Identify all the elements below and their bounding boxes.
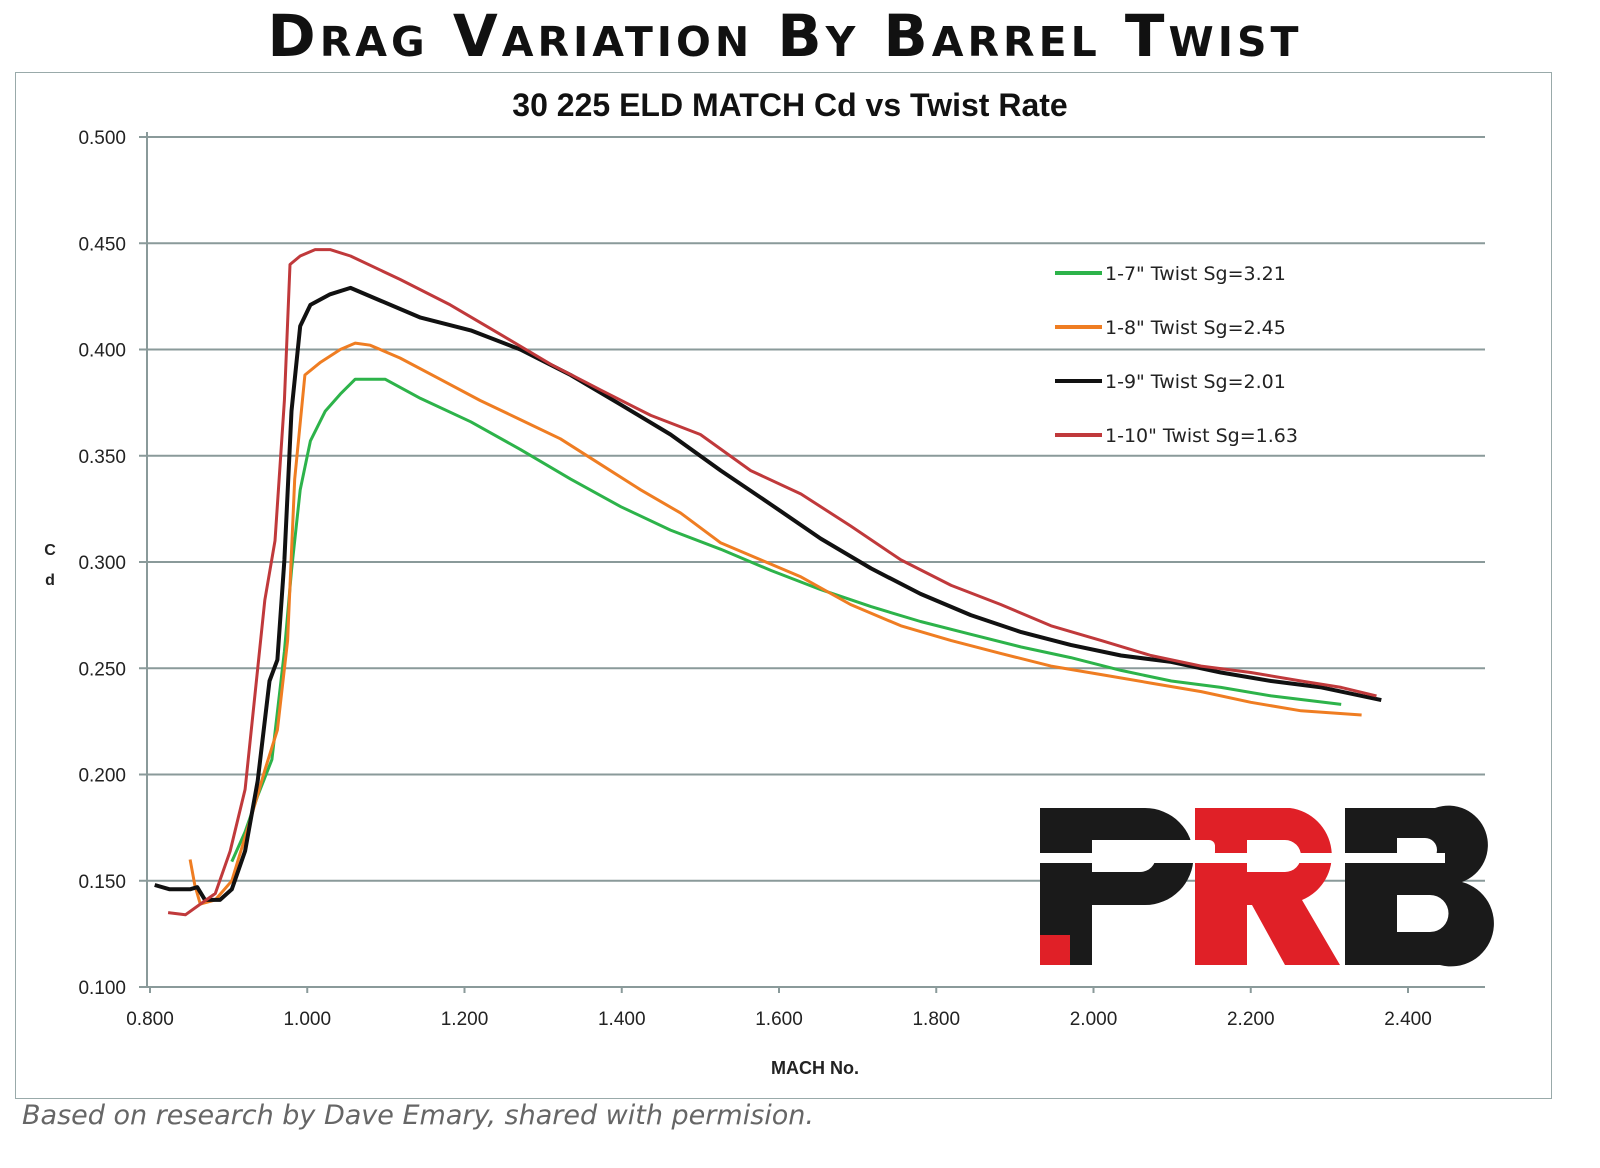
x-tick-label: 1.800 [912,1009,960,1030]
page-title: Drag Variation By Barrel Twist [267,2,1303,70]
prb-logo [1020,805,1494,967]
y-tick-label: 0.400 [78,341,126,362]
y-tick-label: 0.450 [78,234,126,255]
series-line [167,248,1377,917]
chart-frame [15,72,1552,1099]
rifle-scope-icon [1115,840,1215,858]
rifle-silhouette-icon [1020,853,1445,863]
legend-label: 1-9" Twist Sg=2.01 [1105,371,1286,393]
y-axis-label-line-1: C [44,542,56,559]
x-tick-label: 1.600 [755,1009,803,1030]
y-tick-label: 0.150 [78,872,126,893]
series-line [188,341,1362,906]
x-tick-label: 1.000 [283,1009,331,1030]
x-tick-label: 2.000 [1070,1009,1118,1030]
x-tick-label: 1.400 [598,1009,646,1030]
legend-label: 1-10" Twist Sg=1.63 [1105,425,1298,447]
y-axis-label-line-2: d [45,572,55,589]
y-tick-label: 0.250 [78,659,126,680]
footnote: Based on research by Dave Emary, shared … [22,1100,814,1131]
logo-red-square [1040,935,1070,965]
series-line [154,285,1382,902]
chart-title: 30 225 ELD MATCH Cd vs Twist Rate [512,87,1067,123]
series-line [230,377,1342,863]
x-tick-label: 2.200 [1227,1009,1275,1030]
x-tick-label: 0.800 [126,1009,174,1030]
y-tick-label: 0.350 [78,447,126,468]
legend-label: 1-8" Twist Sg=2.45 [1105,317,1286,339]
legend-label: 1-7" Twist Sg=3.21 [1105,263,1286,285]
logo-letter-b [1345,805,1494,967]
x-tick-label: 1.200 [441,1009,489,1030]
x-tick-label: 2.400 [1384,1009,1432,1030]
x-axis-label: MACH No. [771,1058,859,1078]
y-tick-label: 0.500 [78,128,126,149]
y-tick-label: 0.300 [78,553,126,574]
y-tick-label: 0.100 [78,978,126,999]
logo-letter-r [1195,808,1340,965]
y-axis-label: C d [44,542,56,589]
y-tick-label: 0.200 [78,766,126,787]
